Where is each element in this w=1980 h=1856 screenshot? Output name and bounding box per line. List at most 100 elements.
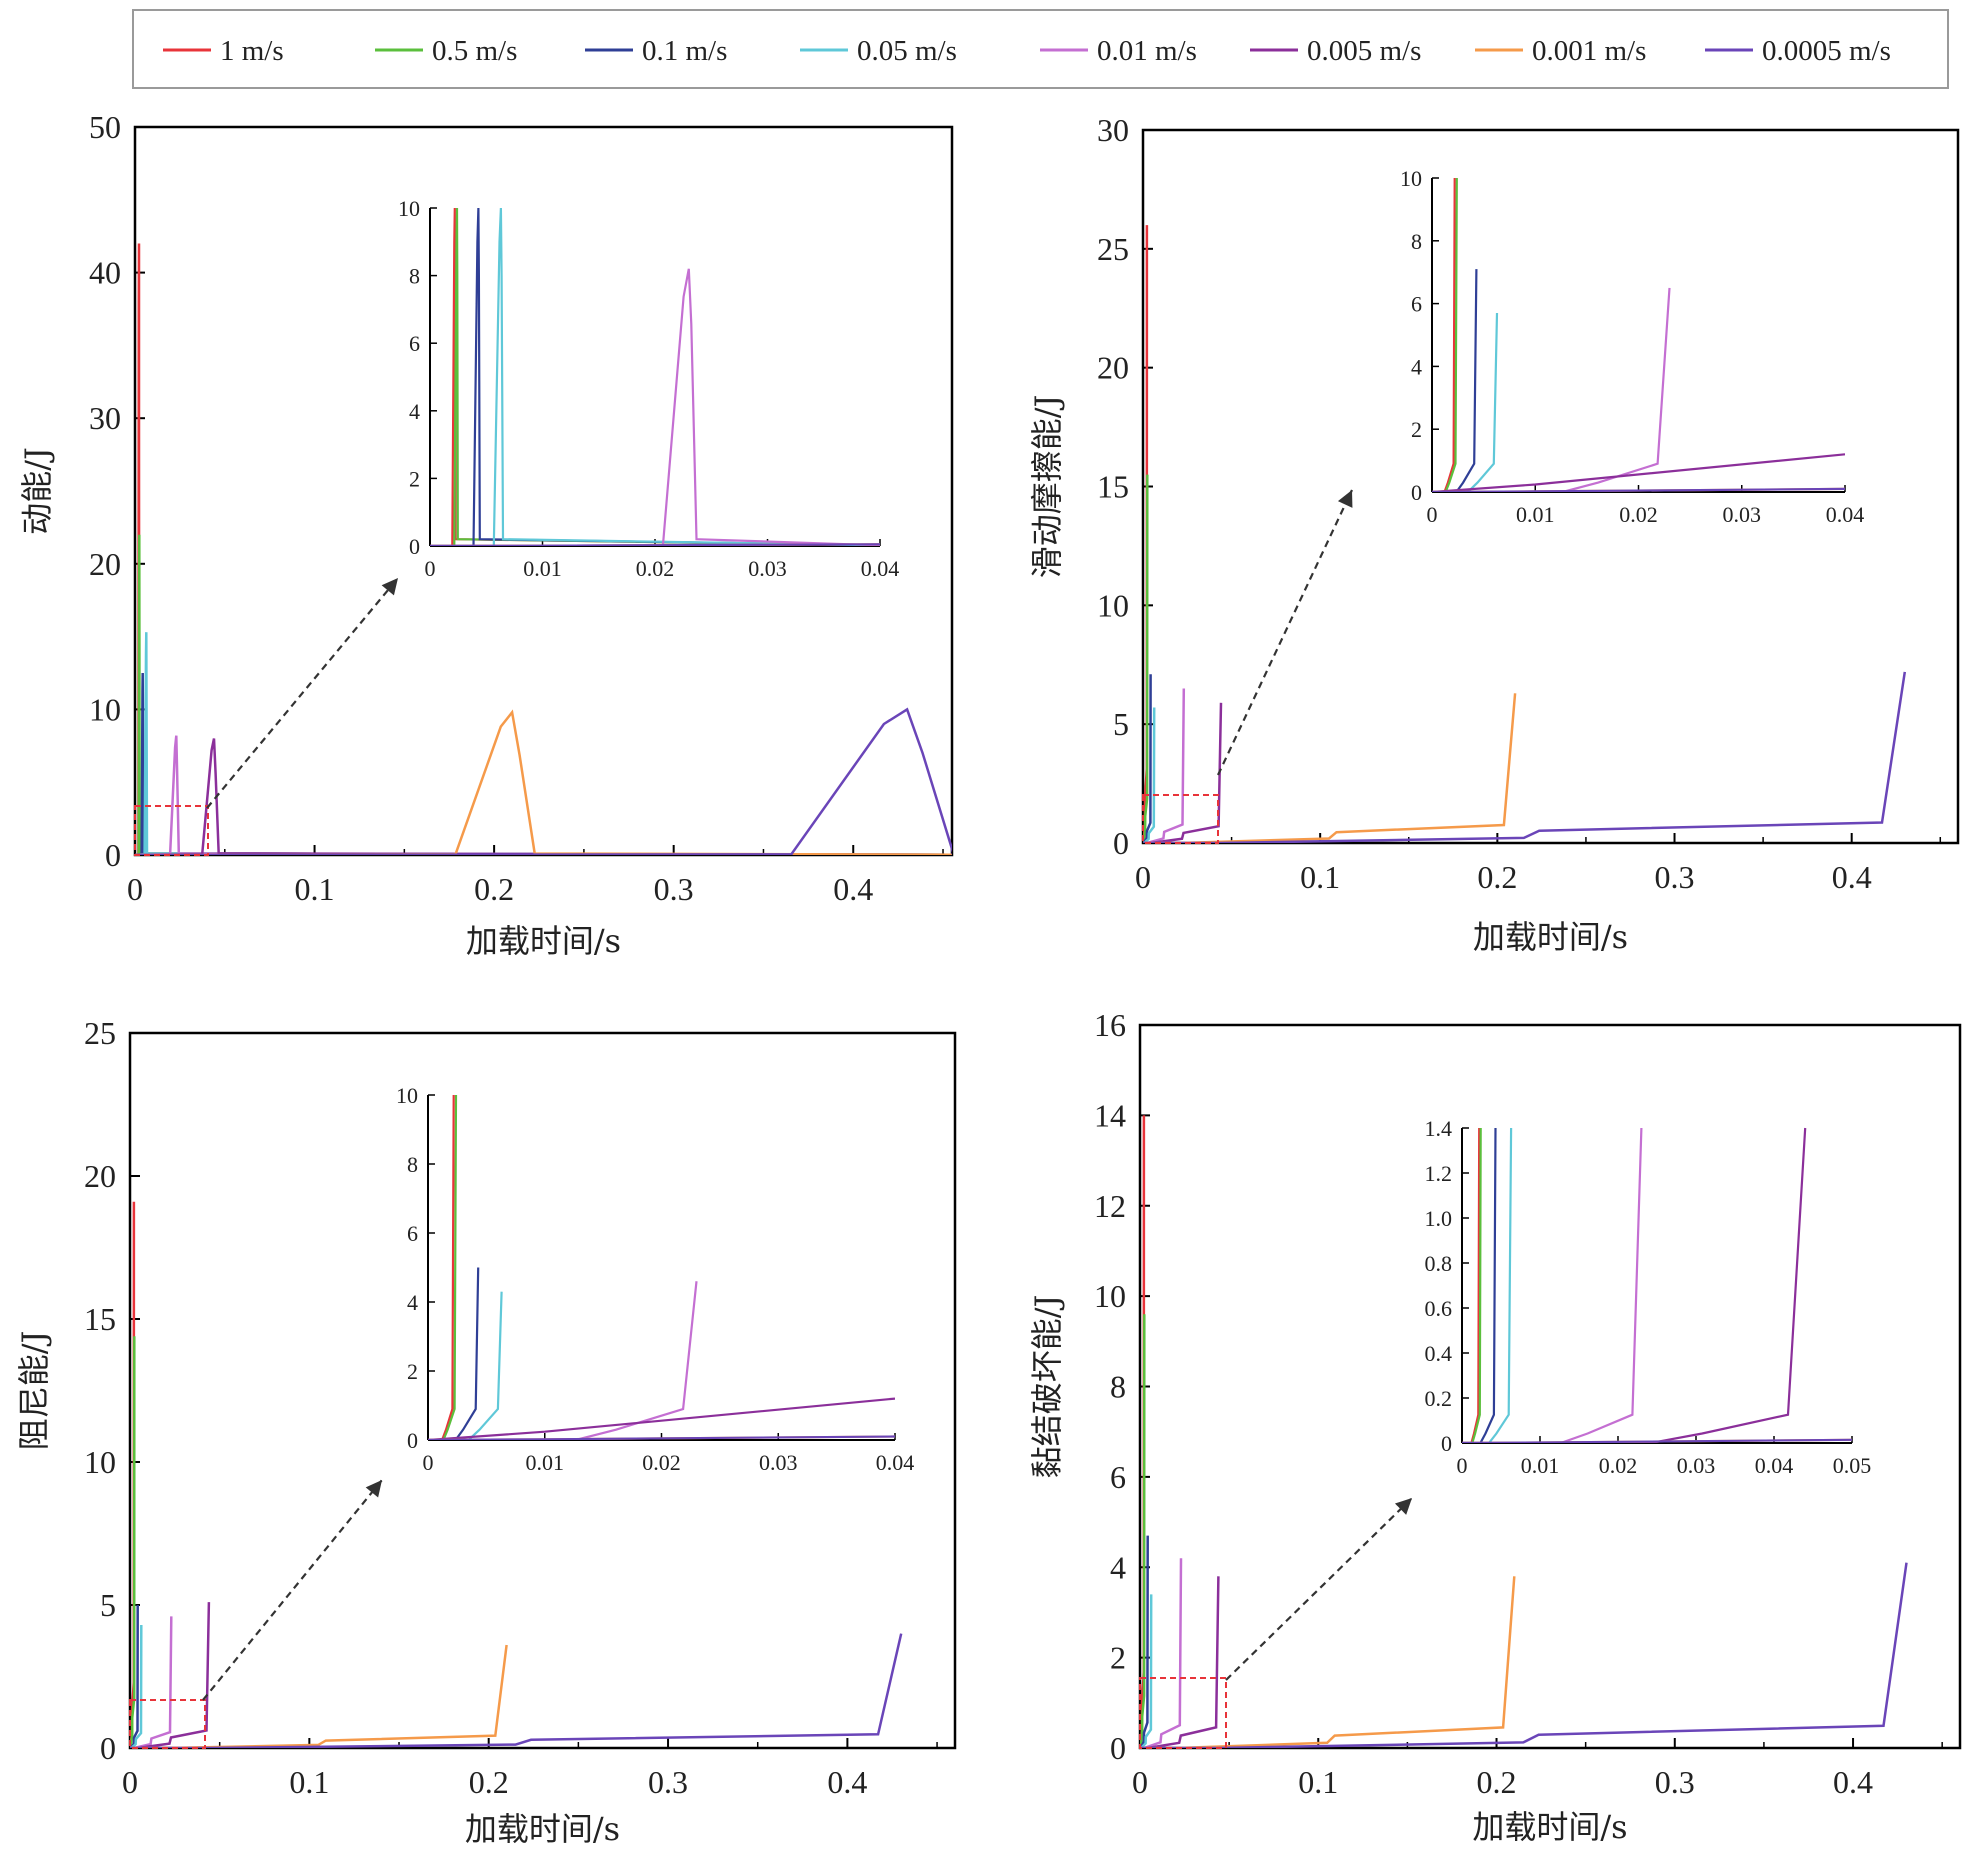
- inset-series-line: [1432, 312, 1499, 492]
- inset-x-tick: 0.04: [876, 1433, 914, 1475]
- inset-y-tick: 6: [1411, 292, 1439, 317]
- x-tick-label: 0.1: [289, 1764, 329, 1800]
- y-tick-label: 8: [1110, 1369, 1126, 1405]
- inset-x-tick-label: 0.02: [1599, 1453, 1638, 1478]
- legend-label: 0.01 m/s: [1097, 35, 1197, 67]
- inset-x-tick-label: 0.01: [1516, 502, 1555, 527]
- inset-y-tick: 4: [409, 399, 437, 424]
- inset-y-tick: 0.2: [1425, 1386, 1469, 1411]
- plot-frame: [128, 1031, 957, 1750]
- inset-y-tick-label: 0: [409, 534, 420, 559]
- inset-x-tick: 0.01: [523, 539, 562, 581]
- y-tick-label: 4: [1110, 1549, 1126, 1585]
- inset-y-tick-label: 0.4: [1425, 1341, 1453, 1366]
- inset-y-tick-label: 6: [1411, 292, 1422, 317]
- legend-item: 0.01 m/s: [1040, 35, 1197, 67]
- inset-series-line: [1462, 1127, 1807, 1443]
- legend-label: 0.1 m/s: [642, 35, 727, 67]
- y-tick-label: 12: [1094, 1188, 1126, 1224]
- x-axis-label: 加载时间/s: [1472, 1808, 1627, 1846]
- x-tick-label: 0.3: [648, 1764, 688, 1800]
- plot-frame: [133, 125, 954, 857]
- inset-series-line: [1462, 1127, 1643, 1443]
- inset-x-tick: 0.03: [1677, 1436, 1715, 1478]
- inset-x-tick-label: 0: [1427, 502, 1438, 527]
- y-tick-label: 10: [84, 1444, 116, 1480]
- x-tick-label: 0.2: [1477, 859, 1517, 895]
- inset-x-tick-label: 0.04: [1755, 1453, 1794, 1478]
- inset-series-line: [1432, 177, 1456, 492]
- y-tick-label: 10: [1097, 587, 1129, 623]
- inset-series-line: [1462, 1438, 1852, 1443]
- x-tick: 0.3: [1655, 1738, 1695, 1800]
- x-tick-label: 0: [1132, 1764, 1148, 1800]
- inset-x-tick: 0.03: [748, 539, 787, 581]
- inset-series-group: [430, 207, 880, 546]
- inset-y-tick-label: 4: [407, 1290, 418, 1315]
- inset-y-tick-label: 8: [409, 264, 420, 289]
- y-tick-label: 15: [1097, 469, 1129, 505]
- zoom-arrow: [1225, 1497, 1413, 1681]
- y-tick: 40: [89, 255, 145, 291]
- inset-y-tick: 2: [409, 466, 437, 491]
- inset-x-tick: 0.04: [1755, 1436, 1794, 1478]
- inset-x-tick-label: 0: [1457, 1453, 1468, 1478]
- inset-series-line: [1432, 487, 1845, 492]
- inset-x-tick-label: 0.03: [759, 1450, 798, 1475]
- series-line: [1143, 688, 1186, 843]
- inset-y-tick: 1.0: [1425, 1206, 1469, 1231]
- y-tick: 14: [1094, 1097, 1150, 1133]
- legend-item: 0.005 m/s: [1250, 35, 1421, 67]
- inset-x-tick-label: 0.01: [523, 556, 562, 581]
- inset-y-tick: 10: [1400, 166, 1439, 191]
- y-axis-label: 阻尼能/J: [15, 1331, 53, 1451]
- series-line: [1143, 707, 1156, 843]
- inset-x-tick: 0: [1427, 485, 1438, 527]
- zoom-arrow: [1217, 489, 1353, 776]
- inset-series-group: [428, 1094, 895, 1440]
- series-line: [135, 738, 952, 855]
- inset-y-tick-label: 8: [407, 1152, 418, 1177]
- x-tick: 0.4: [827, 1738, 867, 1800]
- series-line: [135, 243, 952, 855]
- series-line: [1140, 1576, 1516, 1748]
- legend-item: 0.0005 m/s: [1705, 35, 1891, 67]
- legend-item: 0.5 m/s: [375, 35, 517, 67]
- inset-x-tick-label: 0: [423, 1450, 434, 1475]
- series-line: [130, 1604, 139, 1748]
- inset-series-line: [1432, 287, 1671, 492]
- inset-y-tick-label: 2: [409, 466, 420, 491]
- x-tick: 0.1: [1300, 833, 1340, 895]
- y-tick-label: 20: [84, 1158, 116, 1194]
- series-line: [130, 1633, 903, 1748]
- series-line: [130, 1602, 211, 1748]
- inset-y-tick: 8: [407, 1152, 435, 1177]
- inset-y-tick: 10: [396, 1083, 435, 1108]
- inset-y-tick-label: 4: [1411, 354, 1422, 379]
- y-tick: 10: [89, 691, 145, 727]
- y-tick: 25: [1097, 231, 1153, 267]
- inset-x-tick: 0.03: [1723, 485, 1761, 527]
- inset-y-tick: 0.8: [1425, 1251, 1469, 1276]
- inset-x-tick-label: 0.05: [1833, 1453, 1872, 1478]
- x-tick: 0.1: [289, 1738, 329, 1800]
- inset-y-tick: 1.4: [1425, 1116, 1469, 1141]
- inset-x-tick-label: 0.02: [1619, 502, 1658, 527]
- inset-series-line: [1462, 1127, 1513, 1443]
- inset-x-tick-label: 0: [425, 556, 436, 581]
- legend-label: 0.05 m/s: [857, 35, 957, 67]
- inset-x-tick: 0.01: [1516, 485, 1555, 527]
- inset-y-tick-label: 0.6: [1425, 1296, 1453, 1321]
- y-tick-label: 15: [84, 1301, 116, 1337]
- inset-series-line: [428, 1094, 455, 1440]
- x-tick: 0.3: [654, 845, 694, 907]
- series-group: [130, 1201, 903, 1748]
- inset-series-line: [430, 268, 880, 546]
- inset-series-line: [1462, 1127, 1497, 1443]
- x-tick-label: 0.2: [469, 1764, 509, 1800]
- inset-y-tick-label: 0.2: [1425, 1386, 1453, 1411]
- y-tick-label: 16: [1094, 1007, 1126, 1043]
- inset-series-line: [428, 1094, 458, 1440]
- series-line: [135, 632, 952, 855]
- y-tick-label: 2: [1110, 1640, 1126, 1676]
